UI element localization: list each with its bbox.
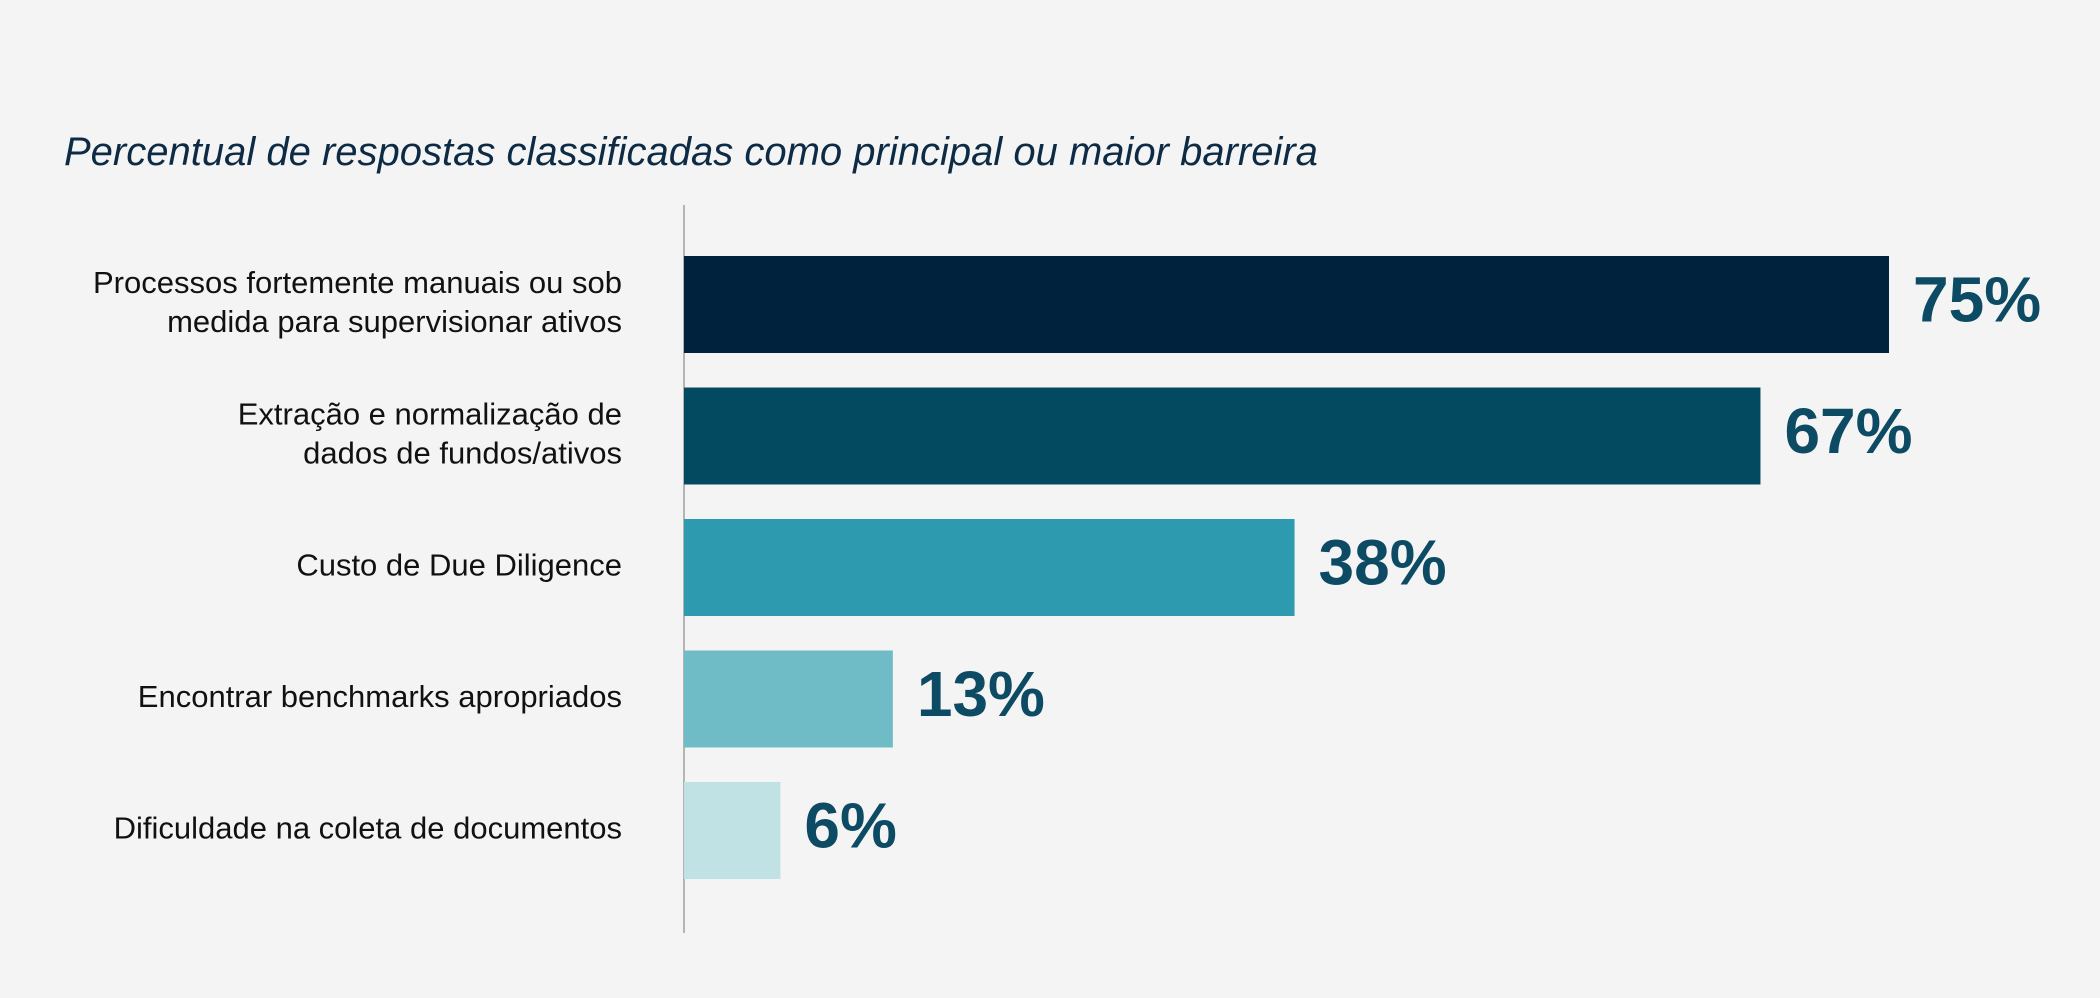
category-label: Extração e normalização de dados de fundo… [238, 397, 622, 471]
category-label-line: Custo de Due Diligence [296, 548, 622, 583]
value-label: 13% [917, 658, 1045, 730]
category-label-line: Encontrar benchmarks apropriados [138, 679, 622, 714]
bar [684, 650, 893, 748]
bar-group: Custo de Due Diligence 38% [296, 519, 1447, 616]
bar-group: Processos fortemente manuais ou sob medid… [93, 256, 2041, 353]
category-label: Custo de Due Diligence [296, 548, 622, 583]
category-label-line: dados de fundos/ativos [303, 436, 622, 471]
value-label: 38% [1319, 526, 1447, 598]
category-label: Dificuldade na coleta de documentos [114, 811, 622, 846]
value-label: 6% [804, 789, 897, 861]
chart-title: Percentual de respostas classificadas co… [64, 130, 1318, 174]
bar [684, 256, 1889, 353]
category-label-line: Processos fortemente manuais ou sob [93, 265, 622, 300]
bar [684, 387, 1761, 485]
bar-group: Extração e normalização de dados de fundo… [238, 387, 1913, 485]
category-label: Encontrar benchmarks apropriados [138, 679, 622, 714]
bar [684, 519, 1295, 616]
category-label-line: Extração e normalização de [238, 397, 622, 432]
category-label: Processos fortemente manuais ou sob medid… [93, 265, 622, 339]
bar-group: Dificuldade na coleta de documentos 6% [114, 782, 897, 879]
category-label-line: medida para supervisionar ativos [167, 304, 622, 339]
value-label: 67% [1784, 395, 1912, 467]
bar [684, 782, 781, 879]
bar-group: Encontrar benchmarks apropriados 13% [138, 650, 1045, 748]
value-label: 75% [1913, 263, 2041, 335]
category-label-line: Dificuldade na coleta de documentos [114, 811, 622, 846]
